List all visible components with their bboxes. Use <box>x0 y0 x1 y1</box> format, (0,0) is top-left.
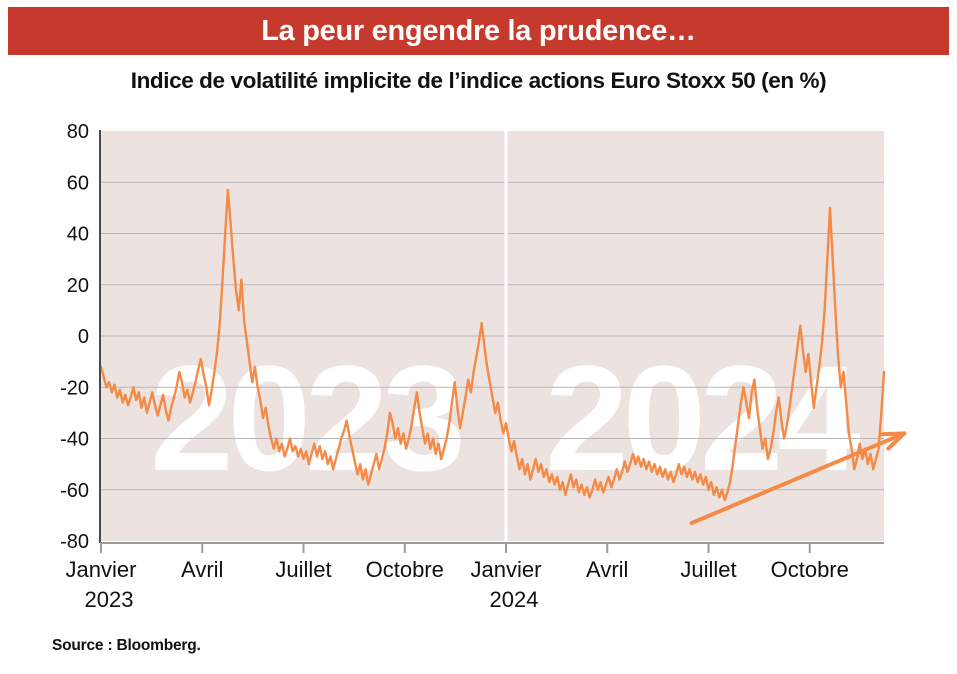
x-tick-label-2: Juillet <box>275 557 331 582</box>
x-tick-label-5: Avril <box>586 557 628 582</box>
x-tick-label-1: Avril <box>181 557 223 582</box>
uptrend-arrow <box>689 431 907 526</box>
y-tick-label-20: 20 <box>67 275 89 297</box>
x-tick-year-2023: 2023 <box>85 587 134 612</box>
volatility-line-chart: 2023 2024 80 60 40 20 0 -20 -40 -60 -80 Janvier 2023… <box>60 121 907 612</box>
y-tick-label--60: -60 <box>60 480 89 502</box>
header-banner: La peur engendre la prudence… <box>8 7 949 55</box>
y-axis-labels: 80 60 40 20 0 -20 -40 -60 -80 <box>60 121 89 553</box>
x-tick-label-6: Juillet <box>680 557 736 582</box>
x-tick-label-7: Octobre <box>771 557 849 582</box>
y-tick-label-80: 80 <box>67 121 89 143</box>
arrow-head <box>880 431 907 451</box>
y-tick-label-0: 0 <box>78 326 89 348</box>
chart-container: 2023 2024 80 60 40 20 0 -20 -40 -60 -80 Janvier 2023… <box>0 110 957 620</box>
watermark-year-2023: 2023 <box>150 334 460 502</box>
page-title: La peur engendre la prudence… <box>261 14 696 47</box>
data-series-line <box>99 188 886 502</box>
watermark-year-2024: 2024 <box>545 334 860 502</box>
x-tick-label-4: Janvier <box>471 557 542 582</box>
x-axis-labels: Janvier 2023 Avril Juillet Octobre Janvier 202… <box>66 543 849 612</box>
y-tick-label--80: -80 <box>60 531 89 553</box>
y-tick-label--40: -40 <box>60 429 89 451</box>
x-tick-year-2024: 2024 <box>490 587 539 612</box>
y-tick-label--20: -20 <box>60 377 89 399</box>
source-note: Source : Bloomberg. <box>52 637 201 654</box>
x-tick-label-3: Octobre <box>366 557 444 582</box>
y-tick-label-60: 60 <box>67 172 89 194</box>
arrow-shaft <box>689 431 907 526</box>
chart-subtitle: Indice de volatilité implicite de l’indi… <box>130 68 827 93</box>
x-tick-label-0: Janvier <box>66 557 137 582</box>
y-tick-label-40: 40 <box>67 224 89 246</box>
